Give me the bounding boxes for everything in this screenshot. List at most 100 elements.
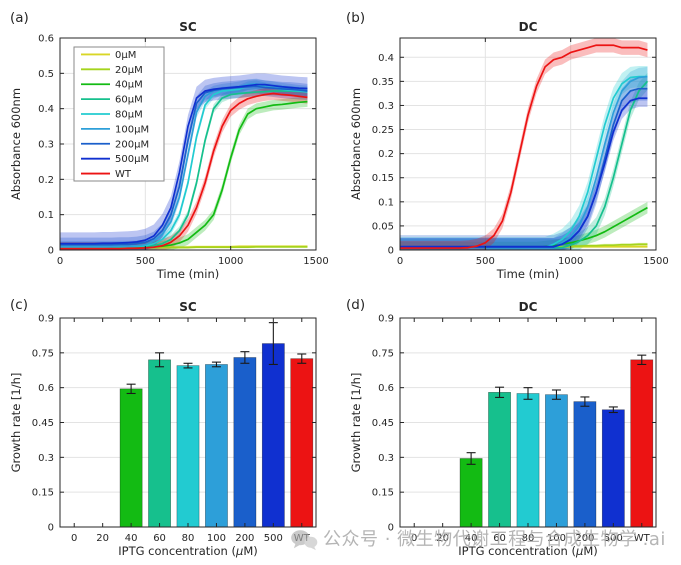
y-tick-label: 0.75 xyxy=(372,348,394,359)
error-bar-40 xyxy=(466,452,476,465)
series-band-200µM xyxy=(400,76,648,250)
error-bar-200 xyxy=(240,351,250,364)
error-bar-60 xyxy=(155,352,165,368)
x-tick-label: 100 xyxy=(547,533,566,544)
x-tick-label: 40 xyxy=(465,533,478,544)
y-axis-label: Growth rate [1/h] xyxy=(349,373,363,473)
series-line-500µM xyxy=(60,83,308,245)
panel-a-growth-curves-sc: 0 500 1000 1500 0 0.1 0.2 0.3 0.4 0.5 0.6 Time (min… xyxy=(9,10,329,281)
axes-frame xyxy=(399,37,657,251)
legend-label-0µM: 0µM xyxy=(115,50,136,61)
panel-d-growth-rate-bars-dc: 0 0.15 0.3 0.45 0.6 0.75 0.9 IPTG concentration… xyxy=(346,297,657,558)
x-tick-label: 80 xyxy=(522,533,535,544)
error-bar-40 xyxy=(126,383,136,395)
panel-title: SC xyxy=(179,20,197,34)
y-tick-label: 0.4 xyxy=(38,104,54,115)
y-tick-label: 0.3 xyxy=(378,101,394,112)
error-bar-80 xyxy=(183,362,193,369)
legend-label-100µM: 100µM xyxy=(115,124,149,135)
legend-label-500µM: 500µM xyxy=(115,154,149,165)
bar-40 xyxy=(459,458,483,528)
x-axis-label: IPTG concentration (µM) xyxy=(118,544,257,558)
wechat-icon xyxy=(291,530,318,551)
error-bar-100 xyxy=(551,389,561,400)
bar-200 xyxy=(233,357,257,528)
y-tick-label: 0.45 xyxy=(32,418,54,429)
legend-label-20µM: 20µM xyxy=(115,65,143,76)
bar-80 xyxy=(176,365,200,528)
error-bar-WT xyxy=(297,353,307,364)
error-bar-80 xyxy=(523,387,533,400)
panel-letter: (c) xyxy=(10,297,28,313)
y-tick-label: 0 xyxy=(48,246,54,257)
y-tick-label: 0.6 xyxy=(378,383,394,394)
y-tick-label: 0.45 xyxy=(372,418,394,429)
y-tick-label: 0.9 xyxy=(378,314,394,325)
error-bar-500 xyxy=(608,406,618,414)
bar-100 xyxy=(205,364,228,528)
bar-80 xyxy=(516,393,540,528)
series-line-200µM xyxy=(60,85,308,246)
bar-WT xyxy=(630,359,654,528)
x-tick-label: WT xyxy=(634,533,651,544)
bars xyxy=(459,354,654,528)
series-lines xyxy=(60,83,308,250)
panel-b-growth-curves-dc: 0 500 1000 1500 0 0.05 0.1 0.15 0.2 0.25 0.3 0.35 0.… xyxy=(346,10,669,281)
panel-letter: (b) xyxy=(346,10,365,26)
panel-title: DC xyxy=(519,20,538,34)
error-bar-WT xyxy=(637,354,647,365)
panel-letter: (a) xyxy=(10,10,29,26)
bar-60 xyxy=(488,392,511,528)
x-tick-label: 60 xyxy=(493,533,506,544)
watermark-text: 公众号 · 微生物代谢工程与合成生物学 xyxy=(323,529,638,550)
x-tick-label: 500 xyxy=(136,256,155,267)
y-tick-label: 0.35 xyxy=(372,77,394,88)
y-tick-label: 0.3 xyxy=(38,140,54,151)
bar-60 xyxy=(148,359,171,528)
y-tick-label: 0.3 xyxy=(38,453,54,464)
y-tick-label: 0 xyxy=(388,523,394,534)
y-tick-label: 0.1 xyxy=(378,197,394,208)
y-tick-label: 0.6 xyxy=(38,34,54,45)
x-axis-label: Time (min) xyxy=(496,267,559,281)
watermark: 公众号 · 微生物代谢工程与合成生物学 .ai xyxy=(290,529,666,551)
x-axis-label: Time (min) xyxy=(156,267,219,281)
bar-100 xyxy=(545,394,568,528)
x-tick-label: 1000 xyxy=(558,256,583,267)
error-bar-200 xyxy=(580,396,590,407)
legend-label-40µM: 40µM xyxy=(115,80,143,91)
legend-label-WT: WT xyxy=(115,169,132,180)
y-tick-label: 0.1 xyxy=(38,210,54,221)
y-axis-label: Absorbance 600nm xyxy=(349,88,363,200)
error-bar-100 xyxy=(211,361,221,368)
legend-label-60µM: 60µM xyxy=(115,95,143,106)
y-tick-label: 0.4 xyxy=(378,53,394,64)
x-tick-label: 500 xyxy=(604,533,623,544)
x-tick-label: 20 xyxy=(96,533,109,544)
y-tick-label: 0.6 xyxy=(38,383,54,394)
series-band-100µM xyxy=(400,66,648,250)
y-tick-label: 0.75 xyxy=(32,348,54,359)
x-tick-label: 1000 xyxy=(218,256,243,267)
series-line-100µM xyxy=(60,83,308,248)
y-tick-label: 0 xyxy=(388,246,394,257)
y-tick-label: 0.15 xyxy=(372,173,394,184)
y-tick-label: 0.05 xyxy=(372,221,394,232)
bars xyxy=(119,322,314,528)
x-tick-label: 0 xyxy=(71,533,77,544)
panel-title: SC xyxy=(179,300,197,314)
y-tick-label: 0.9 xyxy=(38,314,54,325)
x-tick-label: 0 xyxy=(57,256,63,267)
y-tick-label: 0.2 xyxy=(378,149,394,160)
x-tick-label: 1500 xyxy=(643,256,668,267)
bar-500 xyxy=(601,409,625,528)
x-tick-label: 500 xyxy=(264,533,283,544)
error-bar-60 xyxy=(495,386,505,398)
watermark-tail: .ai xyxy=(642,529,666,550)
series-line-WT xyxy=(60,92,308,250)
legend: 0µM 20µM 40µM 60µM 80µM 100µM 200µM 500µM WT xyxy=(73,46,165,182)
x-tick-label: 20 xyxy=(436,533,449,544)
panel-c-growth-rate-bars-sc: 0 0.15 0.3 0.45 0.6 0.75 0.9 IPTG concentration… xyxy=(9,297,317,558)
panel-letter: (d) xyxy=(346,297,365,313)
